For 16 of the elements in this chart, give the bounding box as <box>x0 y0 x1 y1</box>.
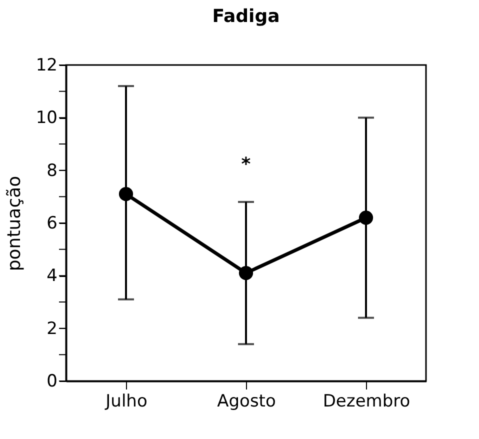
y-tick-label: 10 <box>36 108 58 128</box>
annotation: * <box>241 154 252 175</box>
y-tick-label: 8 <box>46 160 58 181</box>
point <box>238 266 254 280</box>
point <box>358 210 374 225</box>
y-tick-label: 12 <box>36 56 58 76</box>
point <box>118 186 134 202</box>
y-axis-title: pontuação <box>4 176 25 272</box>
y-tick-label: 6 <box>46 214 58 234</box>
x-tick-label: Julho <box>104 392 148 412</box>
y-tick-label: 2 <box>46 318 58 339</box>
x-tick-label: Agosto <box>217 392 276 412</box>
y-tick-label: 4 <box>46 266 58 286</box>
y-tick-label: 0 <box>46 372 58 392</box>
chart-title: Fadiga <box>212 6 280 27</box>
x-tick-label: Dezembro <box>322 392 410 412</box>
